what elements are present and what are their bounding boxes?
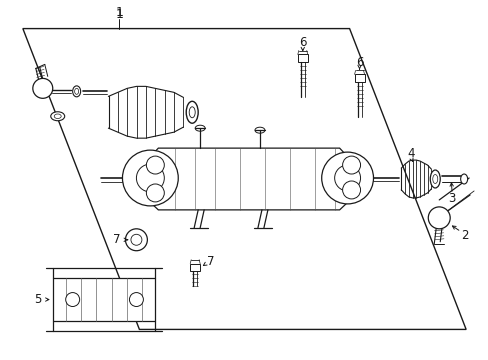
Circle shape (122, 150, 178, 206)
Circle shape (65, 293, 80, 306)
Text: 6: 6 (299, 36, 306, 49)
Circle shape (342, 156, 360, 174)
Circle shape (342, 181, 360, 199)
Text: 2: 2 (461, 229, 468, 242)
Text: 4: 4 (407, 147, 414, 159)
Circle shape (146, 156, 164, 174)
Text: 1: 1 (115, 6, 123, 19)
Polygon shape (53, 278, 155, 321)
Ellipse shape (186, 101, 198, 123)
Text: 5: 5 (34, 293, 41, 306)
Circle shape (33, 78, 53, 98)
Circle shape (125, 229, 147, 251)
Polygon shape (190, 264, 200, 271)
Text: 7: 7 (207, 255, 214, 268)
Ellipse shape (51, 112, 64, 121)
Text: 3: 3 (447, 193, 455, 206)
Ellipse shape (429, 170, 439, 188)
Circle shape (321, 152, 373, 204)
Circle shape (146, 184, 164, 202)
Circle shape (129, 293, 143, 306)
Text: 1: 1 (115, 8, 123, 21)
Text: 7: 7 (113, 233, 120, 246)
Polygon shape (354, 75, 364, 82)
Circle shape (427, 207, 449, 229)
Polygon shape (142, 148, 355, 210)
Text: 6: 6 (355, 56, 363, 69)
Polygon shape (297, 54, 307, 62)
Ellipse shape (460, 174, 467, 184)
